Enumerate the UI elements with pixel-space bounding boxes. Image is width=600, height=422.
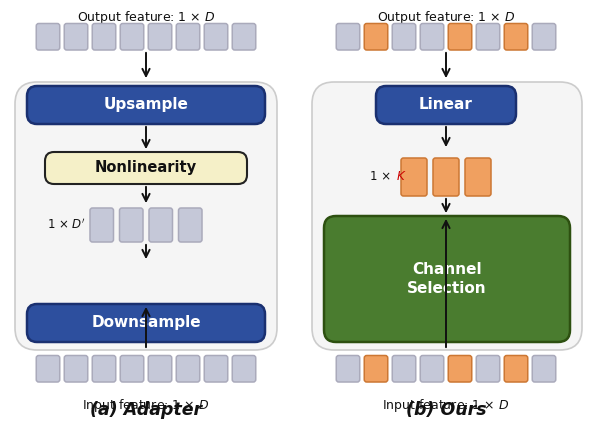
FancyBboxPatch shape [176, 24, 200, 50]
FancyBboxPatch shape [504, 355, 528, 382]
FancyBboxPatch shape [448, 355, 472, 382]
FancyBboxPatch shape [149, 208, 173, 242]
FancyBboxPatch shape [392, 355, 416, 382]
FancyBboxPatch shape [420, 355, 444, 382]
FancyBboxPatch shape [336, 24, 360, 50]
Text: Linear: Linear [419, 97, 473, 113]
FancyBboxPatch shape [92, 24, 116, 50]
FancyBboxPatch shape [420, 24, 444, 50]
Text: Upsample: Upsample [104, 97, 188, 113]
Text: Channel
Selection: Channel Selection [407, 262, 487, 296]
FancyBboxPatch shape [179, 208, 202, 242]
Text: Downsample: Downsample [91, 316, 201, 330]
FancyBboxPatch shape [232, 355, 256, 382]
FancyBboxPatch shape [45, 152, 247, 184]
FancyBboxPatch shape [148, 24, 172, 50]
FancyBboxPatch shape [148, 355, 172, 382]
Text: Input feature: 1 × $D$: Input feature: 1 × $D$ [382, 397, 509, 414]
FancyBboxPatch shape [364, 24, 388, 50]
FancyBboxPatch shape [532, 355, 556, 382]
FancyBboxPatch shape [119, 208, 143, 242]
FancyBboxPatch shape [176, 355, 200, 382]
FancyBboxPatch shape [90, 208, 113, 242]
FancyBboxPatch shape [376, 86, 516, 124]
FancyBboxPatch shape [92, 355, 116, 382]
FancyBboxPatch shape [532, 24, 556, 50]
FancyBboxPatch shape [465, 158, 491, 196]
FancyBboxPatch shape [504, 24, 528, 50]
Text: Output feature: 1 × $D$: Output feature: 1 × $D$ [77, 8, 215, 25]
FancyBboxPatch shape [401, 158, 427, 196]
Text: Input feature: 1 × $D$: Input feature: 1 × $D$ [82, 397, 209, 414]
FancyBboxPatch shape [336, 355, 360, 382]
Text: (b) Ours: (b) Ours [406, 401, 487, 419]
Text: Nonlinearity: Nonlinearity [95, 160, 197, 176]
FancyBboxPatch shape [204, 355, 228, 382]
FancyBboxPatch shape [27, 86, 265, 124]
FancyBboxPatch shape [15, 82, 277, 350]
FancyBboxPatch shape [364, 355, 388, 382]
FancyBboxPatch shape [476, 355, 500, 382]
Text: (a) Adapter: (a) Adapter [90, 401, 202, 419]
FancyBboxPatch shape [27, 304, 265, 342]
FancyBboxPatch shape [392, 24, 416, 50]
FancyBboxPatch shape [120, 355, 144, 382]
FancyBboxPatch shape [36, 355, 60, 382]
FancyBboxPatch shape [64, 355, 88, 382]
Text: $K$: $K$ [396, 170, 406, 184]
FancyBboxPatch shape [433, 158, 459, 196]
FancyBboxPatch shape [324, 216, 570, 342]
FancyBboxPatch shape [232, 24, 256, 50]
FancyBboxPatch shape [204, 24, 228, 50]
FancyBboxPatch shape [476, 24, 500, 50]
Text: 1 ×: 1 × [370, 170, 395, 184]
FancyBboxPatch shape [36, 24, 60, 50]
FancyBboxPatch shape [312, 82, 582, 350]
Text: 1 × $D'$: 1 × $D'$ [47, 218, 86, 232]
Text: Output feature: 1 × $D$: Output feature: 1 × $D$ [377, 8, 515, 25]
FancyBboxPatch shape [448, 24, 472, 50]
FancyBboxPatch shape [64, 24, 88, 50]
FancyBboxPatch shape [120, 24, 144, 50]
